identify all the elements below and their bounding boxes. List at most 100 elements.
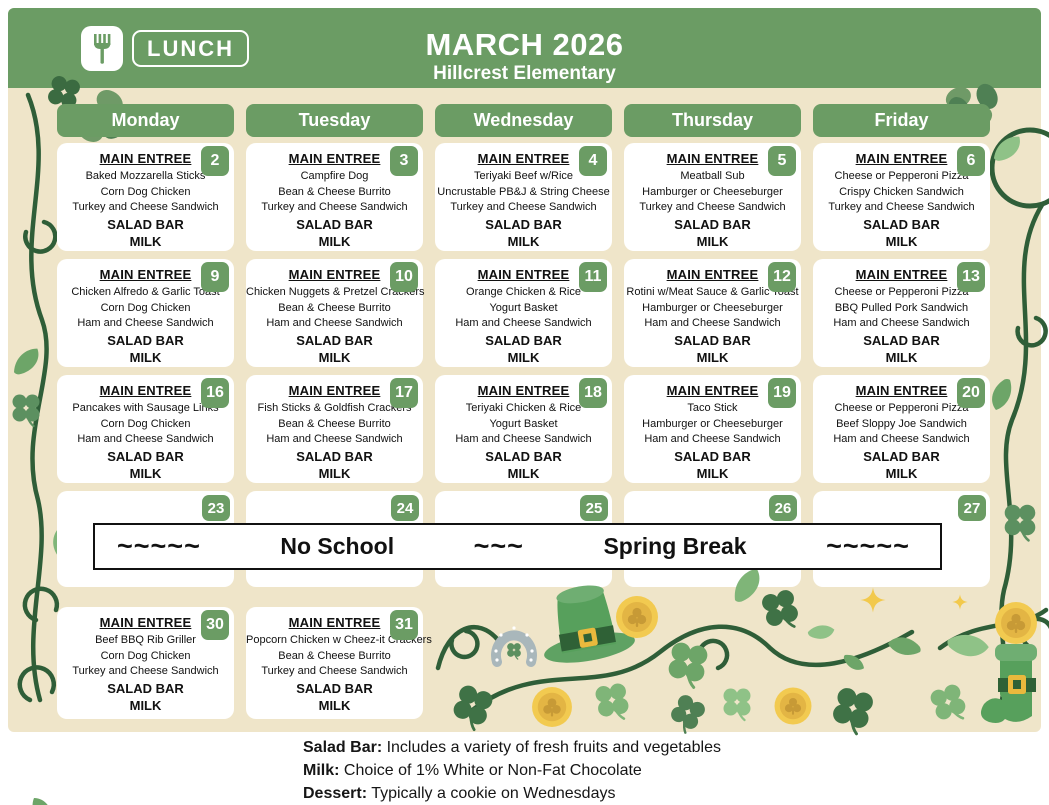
dayheader-thursday: Thursday	[624, 104, 801, 137]
date-badge: 26	[769, 495, 797, 521]
menu-card-mar12: 12 MAIN ENTREE Rotini w/Meat Sauce & Gar…	[624, 259, 801, 367]
date-badge: 31	[390, 610, 418, 640]
menu-item: Yogurt Basket	[489, 417, 558, 430]
date-badge: 17	[390, 378, 418, 408]
salad-bar-label: SALAD BAR	[485, 448, 562, 464]
menu-card-mar6: 6 MAIN ENTREE Cheese or Pepperoni Pizza …	[813, 143, 990, 251]
dayheader-wednesday: Wednesday	[435, 104, 612, 137]
milk-label: MILK	[696, 465, 729, 481]
menu-item: Rotini w/Meat Sauce & Garlic Toast	[626, 286, 799, 298]
note-label: Dessert:	[303, 785, 368, 802]
banner-spring-break: Spring Break	[603, 533, 747, 559]
menu-card-mar9: 9 MAIN ENTREE Chicken Alfredo & Garlic T…	[57, 259, 234, 367]
milk-label: MILK	[507, 465, 540, 481]
salad-bar-label: SALAD BAR	[863, 332, 940, 348]
date-badge: 16	[201, 378, 229, 408]
milk-label: MILK	[507, 233, 540, 249]
main-entree-label: MAIN ENTREE	[477, 267, 570, 282]
date-badge: 20	[957, 378, 985, 408]
salad-bar-label: SALAD BAR	[485, 216, 562, 232]
menu-card-mar30: 30 MAIN ENTREE Beef BBQ Rib Griller Corn…	[57, 607, 234, 719]
milk-label: MILK	[318, 233, 351, 249]
menu-item: Pancakes with Sausage Links	[72, 402, 219, 414]
salad-bar-label: SALAD BAR	[107, 448, 184, 464]
calendar-header: LUNCH MARCH 2026 Hillcrest Elementary	[8, 8, 1041, 88]
main-entree-label: MAIN ENTREE	[99, 615, 192, 630]
dessert-note: Dessert: Typically a cookie on Wednesday…	[303, 782, 721, 805]
menu-item: Ham and Cheese Sandwich	[77, 433, 214, 445]
note-text: Choice of 1% White or Non-Fat Chocolate	[339, 762, 642, 779]
menu-item: Turkey and Cheese Sandwich	[450, 201, 597, 213]
salad-bar-label: SALAD BAR	[107, 216, 184, 232]
date-badge: 19	[768, 378, 796, 408]
menu-card-mar31: 31 MAIN ENTREE Popcorn Chicken w Cheez-i…	[246, 607, 432, 719]
milk-label: MILK	[885, 465, 918, 481]
main-entree-label: MAIN ENTREE	[99, 267, 192, 282]
menu-item: Baked Mozzarella Sticks	[85, 170, 206, 182]
no-school-banner: ~~~~~ No School ~~~ Spring Break ~~~~~	[93, 523, 942, 570]
menu-item: BBQ Pulled Pork Sandwich	[834, 301, 969, 314]
milk-label: MILK	[129, 233, 162, 249]
menu-card-mar20: 20 MAIN ENTREE Cheese or Pepperoni Pizza…	[813, 375, 990, 483]
salad-bar-label: SALAD BAR	[296, 680, 373, 696]
menu-item: Ham and Cheese Sandwich	[833, 317, 970, 329]
menu-card-mar17: 17 MAIN ENTREE Fish Sticks & Goldfish Cr…	[246, 375, 423, 483]
menu-item: Cheese or Pepperoni Pizza	[834, 402, 969, 414]
menu-card-mar16: 16 MAIN ENTREE Pancakes with Sausage Lin…	[57, 375, 234, 483]
menu-item: Corn Dog Chicken	[100, 185, 191, 198]
menu-card-mar2: 2 MAIN ENTREE Baked Mozzarella Sticks Co…	[57, 143, 234, 251]
main-entree-label: MAIN ENTREE	[477, 383, 570, 398]
milk-label: MILK	[129, 349, 162, 365]
salad-bar-label: SALAD BAR	[674, 332, 751, 348]
banner-no-school: No School	[280, 533, 395, 559]
menu-item: Fish Sticks & Goldfish Crackers	[257, 402, 412, 414]
logo-text: LUNCH	[132, 30, 249, 67]
menu-item: Turkey and Cheese Sandwich	[261, 201, 408, 213]
milk-label: MILK	[129, 465, 162, 481]
menu-item: Chicken Alfredo & Garlic Toast	[71, 286, 220, 298]
milk-label: MILK	[318, 465, 351, 481]
menu-item: Cheese or Pepperoni Pizza	[834, 286, 969, 298]
salad-bar-label: SALAD BAR	[863, 216, 940, 232]
banner-tildes: ~~~	[473, 531, 524, 561]
milk-label: MILK	[696, 233, 729, 249]
menu-item: Corn Dog Chicken	[100, 649, 191, 662]
salad-bar-label: SALAD BAR	[296, 448, 373, 464]
date-badge: 12	[768, 262, 796, 292]
menu-item: Ham and Cheese Sandwich	[644, 433, 781, 445]
salad-bar-label: SALAD BAR	[107, 680, 184, 696]
fork-icon	[81, 26, 123, 71]
date-badge: 25	[580, 495, 608, 521]
main-entree-label: MAIN ENTREE	[99, 383, 192, 398]
menu-item: Crispy Chicken Sandwich	[839, 185, 964, 198]
date-badge: 2	[201, 146, 229, 176]
menu-item: Turkey and Cheese Sandwich	[72, 201, 219, 213]
date-badge: 4	[579, 146, 607, 176]
note-text: Typically a cookie on Wednesdays	[367, 785, 616, 802]
main-entree-label: MAIN ENTREE	[288, 151, 381, 166]
menu-item: Taco Stick	[687, 402, 738, 414]
note-label: Milk:	[303, 762, 340, 779]
main-entree-label: MAIN ENTREE	[666, 151, 759, 166]
main-entree-label: MAIN ENTREE	[855, 267, 948, 282]
menu-card-mar13: 13 MAIN ENTREE Cheese or Pepperoni Pizza…	[813, 259, 990, 367]
menu-item: Bean & Cheese Burrito	[278, 301, 391, 314]
menu-item: Beef Sloppy Joe Sandwich	[836, 417, 967, 430]
menu-item: Uncrustable PB&J & String Cheese	[437, 185, 610, 198]
banner-tildes: ~~~~~	[826, 531, 910, 561]
menu-item: Orange Chicken & Rice	[466, 286, 581, 298]
milk-label: MILK	[885, 349, 918, 365]
dayheader-monday: Monday	[57, 104, 234, 137]
menu-item: Teriyaki Beef w/Rice	[473, 170, 574, 182]
menu-card-mar4: 4 MAIN ENTREE Teriyaki Beef w/Rice Uncru…	[435, 143, 612, 251]
menu-card-mar5: 5 MAIN ENTREE Meatball Sub Hamburger or …	[624, 143, 801, 251]
salad-bar-label: SALAD BAR	[863, 448, 940, 464]
menu-item: Corn Dog Chicken	[100, 417, 191, 430]
salad-bar-label: SALAD BAR	[107, 332, 184, 348]
salad-bar-label: SALAD BAR	[296, 216, 373, 232]
milk-note: Milk: Choice of 1% White or Non-Fat Choc…	[303, 759, 721, 782]
menu-card-mar18: 18 MAIN ENTREE Teriyaki Chicken & Rice Y…	[435, 375, 612, 483]
menu-item: Ham and Cheese Sandwich	[266, 433, 403, 445]
date-badge: 23	[202, 495, 230, 521]
menu-item: Ham and Cheese Sandwich	[644, 317, 781, 329]
